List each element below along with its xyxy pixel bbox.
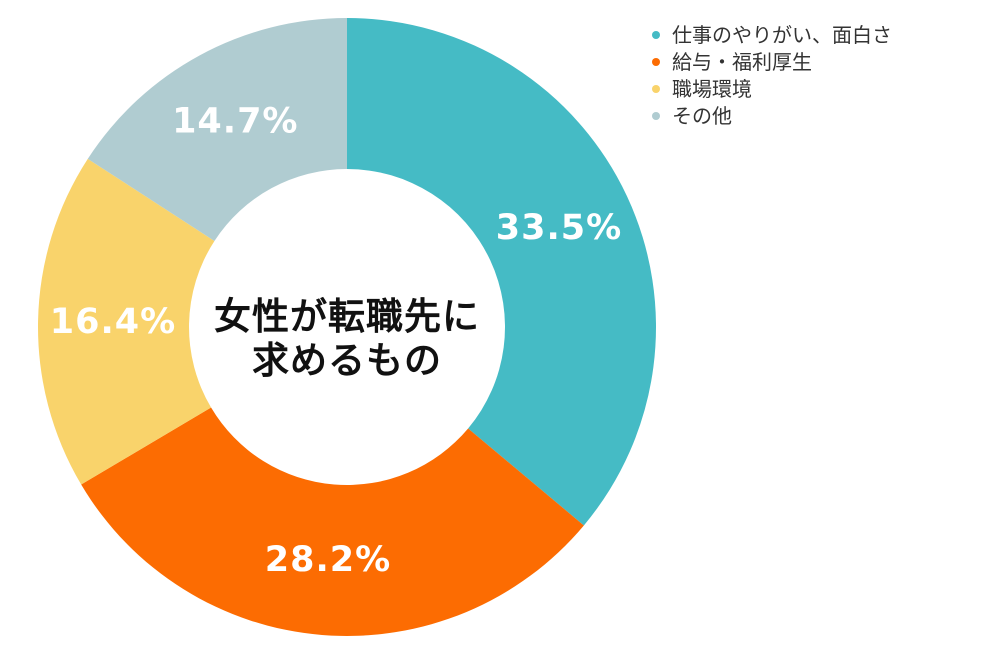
donut-slice-work-fulfillment bbox=[347, 18, 657, 526]
slice-label-work-fulfillment: 33.5% bbox=[496, 208, 622, 248]
legend-dot-icon bbox=[652, 31, 660, 39]
legend-label: その他 bbox=[672, 104, 732, 128]
donut-slice-other bbox=[87, 17, 348, 242]
legend-label: 仕事のやりがい、面白さ bbox=[672, 23, 892, 47]
slice-label-other: 14.7% bbox=[172, 101, 298, 141]
legend: 仕事のやりがい、面白さ 給与・福利厚生 職場環境 その他 bbox=[652, 25, 892, 126]
slice-label-salary-benefits: 28.2% bbox=[265, 540, 391, 580]
legend-item-workplace-environment: 職場環境 bbox=[652, 79, 892, 99]
legend-label: 職場環境 bbox=[672, 77, 752, 101]
center-title-line-2: 求めるもの bbox=[252, 339, 442, 382]
chart-center-title: 女性が転職先に 求めるもの bbox=[214, 295, 480, 383]
donut-slice-workplace-environment bbox=[37, 158, 215, 485]
slice-label-workplace-environment: 16.4% bbox=[50, 302, 176, 342]
center-title-line-1: 女性が転職先に bbox=[214, 295, 480, 338]
legend-item-other: その他 bbox=[652, 106, 892, 126]
legend-item-salary-benefits: 給与・福利厚生 bbox=[652, 52, 892, 72]
legend-label: 給与・福利厚生 bbox=[672, 50, 812, 74]
legend-dot-icon bbox=[652, 58, 660, 66]
donut-slice-salary-benefits bbox=[81, 407, 584, 636]
legend-dot-icon bbox=[652, 85, 660, 93]
legend-dot-icon bbox=[652, 112, 660, 120]
legend-item-work-fulfillment: 仕事のやりがい、面白さ bbox=[652, 25, 892, 45]
